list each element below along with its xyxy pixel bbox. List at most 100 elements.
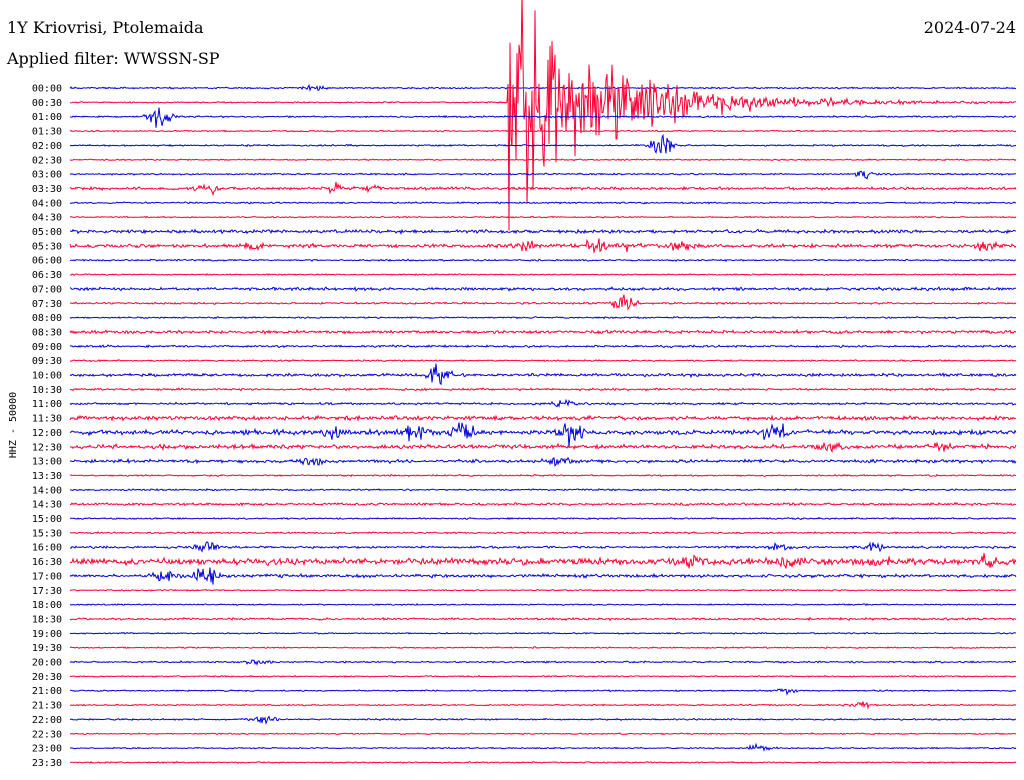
row-time-label: 02:30 — [32, 155, 62, 166]
row-time-label: 22:30 — [32, 729, 62, 740]
row-time-label: 07:30 — [32, 299, 62, 310]
trace-row — [69, 258, 1017, 263]
trace-row — [69, 359, 1017, 363]
row-time-label: 04:00 — [32, 198, 62, 209]
trace-row — [69, 701, 1017, 710]
row-time-label: 09:00 — [32, 342, 62, 353]
row-time-label: 21:30 — [32, 701, 62, 712]
trace-row — [69, 422, 1017, 447]
row-time-label: 20:00 — [32, 658, 62, 669]
trace-row — [69, 286, 1017, 292]
row-time-label: 01:30 — [32, 127, 62, 138]
row-time-label: 16:30 — [32, 557, 62, 568]
trace-row — [69, 616, 1017, 622]
row-time-label: 21:00 — [32, 686, 62, 697]
trace-row — [69, 567, 1017, 585]
trace-row — [69, 646, 1017, 650]
row-time-label: 20:30 — [32, 672, 62, 683]
date-label: 2024-07-24 — [923, 18, 1016, 37]
trace-row — [69, 516, 1017, 521]
row-time-label: 00:00 — [32, 84, 62, 95]
trace-row — [69, 170, 1017, 180]
trace-row — [69, 531, 1017, 535]
row-time-label: 00:30 — [32, 98, 62, 109]
y-axis-label: HHZ - 50000 — [8, 392, 19, 458]
trace-row — [69, 363, 1017, 386]
trace-row — [69, 181, 1017, 197]
row-time-label: 18:00 — [32, 600, 62, 611]
row-time-label: 13:00 — [32, 457, 62, 468]
row-time-label: 15:00 — [32, 514, 62, 525]
trace-row — [69, 760, 1017, 764]
row-time-label: 02:00 — [32, 141, 62, 152]
row-time-label: 11:30 — [32, 414, 62, 425]
row-time-label: 14:00 — [32, 485, 62, 496]
trace-row — [69, 315, 1017, 320]
row-time-label: 12:30 — [32, 442, 62, 453]
trace-row — [69, 659, 1017, 666]
row-time-label: 09:30 — [32, 356, 62, 367]
trace-row — [69, 329, 1017, 335]
trace-row — [69, 238, 1017, 253]
trace-row — [69, 715, 1017, 725]
trace-row — [69, 158, 1017, 162]
row-time-label: 13:30 — [32, 471, 62, 482]
trace-row — [69, 414, 1017, 422]
row-time-label: 05:00 — [32, 227, 62, 238]
trace-row — [69, 228, 1017, 235]
trace-row — [69, 0, 1017, 231]
trace-row — [69, 83, 1017, 92]
row-time-label: 17:30 — [32, 586, 62, 597]
trace-row — [69, 588, 1017, 592]
trace-row — [69, 552, 1017, 569]
row-time-label: 11:00 — [32, 399, 62, 410]
row-time-label: 04:30 — [32, 213, 62, 224]
row-time-label: 23:00 — [32, 744, 62, 755]
row-time-label: 18:30 — [32, 614, 62, 625]
trace-row — [69, 631, 1017, 635]
row-time-label: 08:30 — [32, 327, 62, 338]
trace-row — [69, 294, 1017, 311]
trace-row — [69, 688, 1017, 696]
row-time-label: 08:00 — [32, 313, 62, 324]
trace-row — [69, 732, 1017, 736]
trace-row — [69, 344, 1017, 349]
row-time-label: 16:00 — [32, 543, 62, 554]
row-time-label: 12:00 — [32, 428, 62, 439]
trace-row — [69, 387, 1017, 392]
row-time-label: 10:30 — [32, 385, 62, 396]
row-time-label: 03:00 — [32, 170, 62, 181]
row-time-label: 10:00 — [32, 371, 62, 382]
trace-row — [69, 473, 1017, 478]
trace-row — [69, 107, 1017, 128]
trace-row — [69, 273, 1017, 277]
trace-row — [69, 456, 1017, 467]
trace-row — [69, 501, 1017, 507]
row-time-label: 07:00 — [32, 284, 62, 295]
trace-row — [69, 129, 1017, 133]
row-time-label: 06:00 — [32, 256, 62, 267]
trace-row — [69, 215, 1017, 219]
trace-row — [69, 541, 1017, 553]
row-time-label: 19:00 — [32, 629, 62, 640]
trace-row — [69, 674, 1017, 678]
row-time-label: 14:30 — [32, 500, 62, 511]
row-time-label: 06:30 — [32, 270, 62, 281]
trace-row — [69, 441, 1017, 454]
trace-row — [69, 602, 1017, 607]
trace-row — [69, 133, 1017, 155]
row-time-label: 05:30 — [32, 241, 62, 252]
row-time-label: 03:30 — [32, 184, 62, 195]
row-time-label: 19:30 — [32, 643, 62, 654]
row-time-label: 23:30 — [32, 758, 62, 769]
row-time-label: 15:30 — [32, 528, 62, 539]
row-time-label: 01:00 — [32, 112, 62, 123]
station-title: 1Y Kriovrisi, Ptolemaida — [7, 18, 204, 37]
trace-row — [69, 742, 1017, 752]
trace-row — [69, 487, 1017, 492]
trace-row — [69, 201, 1017, 205]
trace-row — [69, 398, 1017, 408]
filter-label: Applied filter: WWSSN-SP — [7, 49, 220, 68]
row-time-label: 22:00 — [32, 715, 62, 726]
